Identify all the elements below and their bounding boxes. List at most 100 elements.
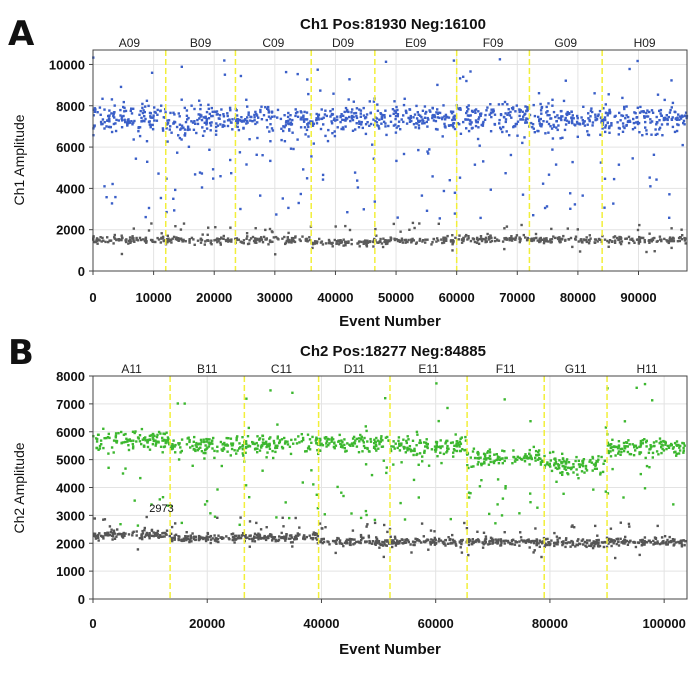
droplet-point (534, 527, 537, 530)
droplet-point (101, 236, 104, 240)
droplet-point (550, 238, 554, 241)
well-label: B09 (190, 36, 212, 50)
droplet-point (585, 541, 589, 545)
droplet-point (553, 542, 557, 545)
droplet-point (666, 122, 669, 126)
droplet-point (531, 123, 535, 126)
droplet-point (159, 196, 163, 200)
droplet-point (162, 531, 165, 535)
droplet-point (530, 121, 533, 125)
droplet-point (236, 120, 240, 123)
droplet-point (417, 113, 420, 116)
droplet-point (516, 455, 519, 458)
droplet-point (582, 543, 585, 546)
droplet-point (628, 452, 631, 456)
droplet-point (292, 240, 295, 243)
droplet-point (195, 131, 198, 135)
droplet-point (359, 516, 363, 520)
droplet-point (147, 206, 151, 210)
droplet-point (290, 236, 294, 240)
droplet-point (238, 523, 241, 526)
droplet-point (414, 540, 417, 544)
droplet-point (166, 504, 169, 507)
droplet-point (287, 241, 291, 244)
droplet-point (374, 447, 377, 450)
droplet-point (537, 542, 540, 545)
droplet-point (192, 128, 196, 131)
droplet-point (409, 448, 412, 451)
droplet-point (465, 527, 469, 530)
droplet-point (345, 117, 349, 120)
droplet-point (137, 126, 140, 129)
droplet-point (229, 158, 232, 162)
droplet-point (421, 240, 424, 243)
droplet-point (365, 245, 369, 248)
droplet-point (173, 120, 176, 123)
droplet-point (162, 432, 165, 435)
droplet-point (103, 518, 107, 521)
droplet-point (98, 532, 101, 535)
droplet-point (141, 529, 144, 533)
droplet-point (275, 539, 278, 542)
droplet-point (662, 118, 666, 122)
droplet-point (581, 538, 585, 541)
droplet-point (664, 443, 667, 446)
droplet-point (110, 528, 113, 531)
droplet-point (621, 130, 625, 133)
droplet-point (557, 124, 560, 127)
droplet-point (541, 542, 544, 545)
droplet-point (209, 121, 212, 125)
droplet-point (339, 239, 342, 242)
droplet-point (192, 238, 195, 241)
droplet-point (288, 129, 291, 132)
droplet-point (311, 538, 314, 541)
droplet-point (618, 237, 621, 240)
droplet-point (356, 186, 360, 189)
droplet-point (415, 444, 418, 447)
droplet-point (376, 540, 380, 543)
droplet-point (365, 429, 368, 433)
droplet-point (205, 110, 209, 114)
droplet-point (602, 545, 606, 549)
droplet-point (107, 533, 110, 537)
droplet-point (589, 458, 592, 462)
droplet-point (645, 115, 648, 118)
droplet-point (536, 239, 539, 242)
droplet-point (95, 440, 99, 443)
droplet-point (294, 536, 298, 539)
droplet-point (409, 450, 413, 453)
droplet-point (94, 535, 97, 538)
droplet-point (213, 534, 216, 537)
droplet-point (551, 104, 554, 107)
droplet-point (571, 160, 574, 164)
droplet-point (266, 126, 269, 129)
droplet-point (677, 540, 680, 544)
droplet-point (239, 516, 242, 519)
droplet-point (504, 112, 507, 115)
droplet-point (638, 223, 641, 227)
droplet-point (504, 539, 507, 542)
droplet-point (634, 444, 638, 447)
droplet-point (266, 107, 269, 110)
droplet-point (124, 120, 127, 124)
droplet-point (205, 121, 209, 125)
droplet-point (155, 119, 159, 122)
droplet-point (298, 238, 301, 241)
droplet-point (489, 240, 492, 244)
droplet-point (197, 538, 201, 542)
droplet-point (494, 538, 497, 541)
droplet-point (619, 521, 622, 524)
droplet-point (353, 542, 356, 545)
droplet-point (181, 539, 184, 543)
droplet-point (588, 239, 591, 242)
droplet-point (244, 484, 248, 487)
droplet-point (196, 449, 200, 452)
droplet-point (520, 458, 524, 461)
droplet-point (223, 59, 226, 62)
droplet-point (480, 479, 483, 482)
droplet-point (453, 116, 456, 119)
droplet-point (409, 116, 412, 120)
droplet-point (265, 526, 268, 529)
droplet-point (499, 544, 503, 547)
droplet-point (319, 449, 322, 452)
